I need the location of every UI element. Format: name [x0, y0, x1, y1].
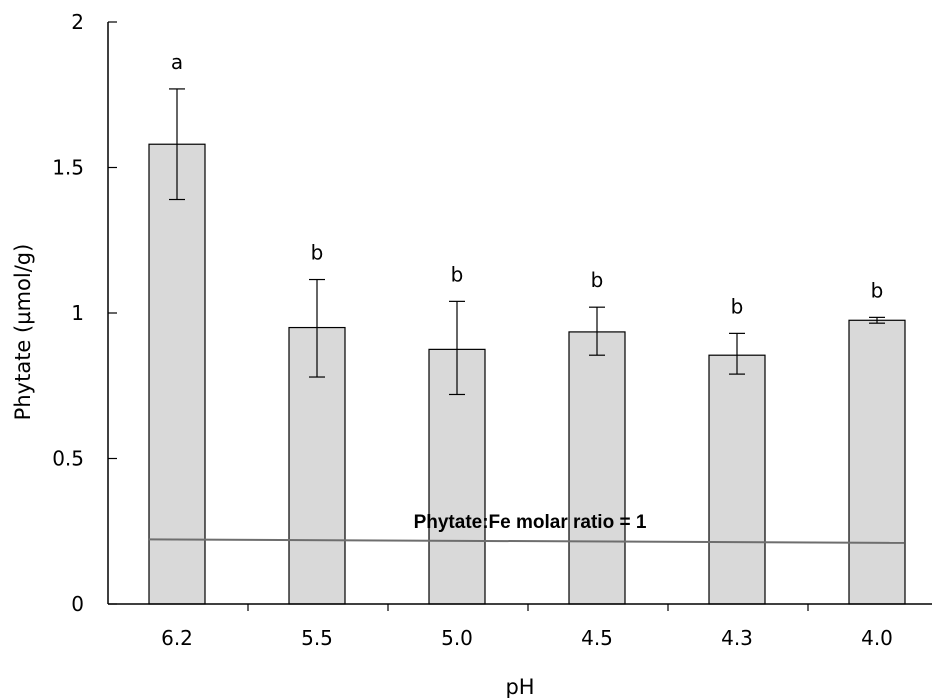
- y-tick-label: 1.5: [52, 156, 84, 180]
- x-axis-title: pH: [505, 675, 534, 698]
- significance-labels-layer: a b b b b b: [171, 50, 883, 318]
- x-tick-label: 5.5: [301, 626, 333, 650]
- x-tick-label: 6.2: [161, 626, 193, 650]
- significance-label: b: [731, 294, 744, 318]
- x-tick-label: 4.3: [721, 626, 753, 650]
- significance-label: b: [311, 241, 324, 265]
- bar: [848, 319, 906, 605]
- error-bars-layer: [169, 88, 885, 396]
- bars-layer: [148, 143, 906, 605]
- y-tick-label: 0: [71, 592, 84, 616]
- significance-label: b: [871, 278, 884, 302]
- significance-label: a: [171, 50, 183, 74]
- y-ticks-layer: 0 0.5 1 1.5 2: [52, 10, 117, 616]
- bar: [568, 331, 626, 605]
- significance-label: b: [591, 268, 604, 292]
- reference-line-layer: Phytate:Fe molar ratio = 1: [147, 512, 905, 544]
- bar: [148, 143, 206, 605]
- reference-line-label: Phytate:Fe molar ratio = 1: [414, 512, 647, 533]
- y-axis-title: Phytate (µmol/g): [11, 244, 35, 421]
- x-tick-label: 5.0: [441, 626, 473, 650]
- y-tick-label: 2: [71, 10, 84, 34]
- x-tick-label: 4.0: [861, 626, 893, 650]
- reference-line: [147, 538, 905, 544]
- x-tick-label: 4.5: [581, 626, 613, 650]
- bar: [708, 354, 766, 605]
- significance-label: b: [451, 262, 464, 286]
- y-tick-label: 1: [71, 301, 84, 325]
- y-tick-label: 0.5: [52, 447, 84, 471]
- x-ticks-layer: 6.2 5.5 5.0 4.5 4.3 4.0: [161, 604, 893, 650]
